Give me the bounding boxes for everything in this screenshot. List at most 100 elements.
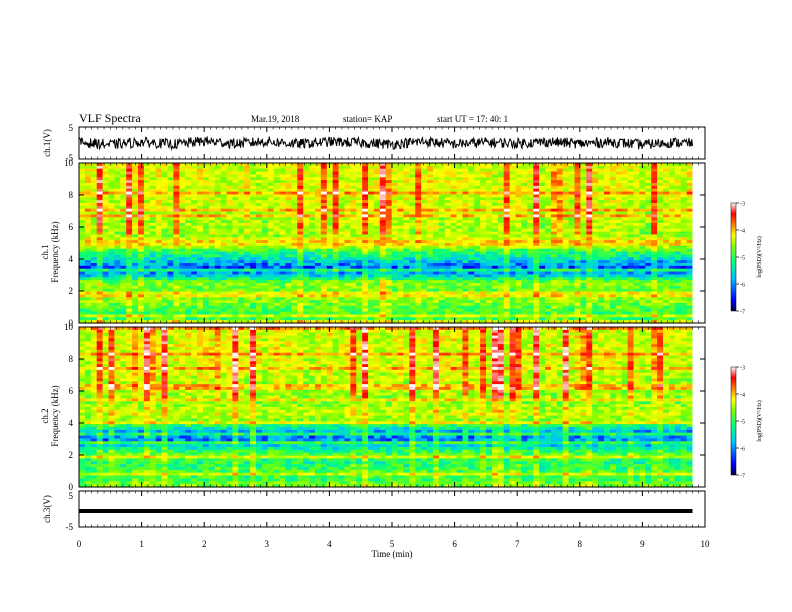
spectrogram-cell [220, 243, 228, 247]
spectrogram-cell [368, 177, 375, 181]
spectrogram-cell [503, 200, 511, 204]
spectrogram-cell [621, 214, 629, 218]
spectrogram-cell [598, 211, 605, 216]
spectrogram-cell [527, 248, 534, 253]
spectrogram-cell [609, 237, 617, 241]
spectrogram-cell [185, 174, 192, 178]
spectrogram-cell [651, 277, 658, 281]
spectrogram-cell [137, 280, 145, 284]
spectrogram-cell [545, 291, 552, 296]
spectrogram-cell [291, 205, 298, 210]
spectrogram-cell [598, 194, 605, 198]
spectrogram-cell [627, 211, 635, 216]
spectrogram-cell [338, 217, 346, 221]
spectrogram-cell [291, 245, 298, 250]
spectrogram-cell [326, 183, 334, 187]
spectrogram-cell [120, 197, 127, 201]
spectrogram-cell [356, 225, 363, 230]
spectrogram-cell [474, 165, 481, 170]
spectrogram-cell [261, 251, 269, 256]
spectrogram-cell [255, 274, 263, 278]
spectrogram-cell [208, 177, 216, 181]
spectrogram-cell [191, 245, 198, 250]
spectrogram-cell [226, 205, 233, 210]
spectrogram-cell [680, 277, 688, 281]
spectrogram-cell [556, 214, 564, 218]
spectrogram-cell [232, 194, 239, 198]
spectrogram-cell [143, 265, 151, 270]
spectrogram-cell [90, 200, 98, 204]
spectrogram-cell [562, 183, 570, 187]
spectrogram-cell [462, 228, 469, 233]
spectrogram-cell [167, 194, 174, 198]
spectrogram-cell [456, 265, 464, 270]
spectrogram-cell [344, 283, 351, 287]
spectrogram-cell [604, 180, 611, 184]
spectrogram-cell [356, 183, 363, 187]
spectrogram-cell [427, 217, 434, 221]
spectrogram-cell [326, 203, 334, 207]
spectrogram-cell [255, 191, 263, 196]
spectrogram-cell [226, 285, 233, 290]
spectrogram-cell [562, 237, 570, 241]
spectrogram-cell [232, 220, 239, 224]
spectrogram-cell [379, 177, 387, 181]
spectrogram-cell [96, 185, 104, 190]
spectrogram-cell [432, 283, 440, 287]
spectrogram-cell [521, 228, 528, 233]
spectrogram-cell [385, 214, 393, 218]
spectrogram-cell [604, 271, 611, 276]
spectrogram-cell [244, 205, 251, 210]
spectrogram-cell [397, 194, 405, 198]
spectrogram-cell [108, 205, 115, 210]
spectrogram-cell [586, 291, 593, 296]
spectrogram-cell [550, 188, 558, 193]
spectrogram-cell [214, 285, 222, 290]
spectrogram-cell [550, 285, 558, 290]
spectrogram-cell [674, 240, 682, 244]
spectrogram-cell [250, 188, 257, 193]
spectrogram-cell [491, 228, 499, 233]
spectrogram-cell [533, 214, 540, 218]
spectrogram-cell [84, 203, 92, 207]
spectrogram-cell [261, 234, 269, 238]
spectrogram-cell [527, 277, 534, 281]
spectrogram-cell [320, 251, 328, 256]
spectrogram-cell [96, 243, 104, 247]
spectrogram-cell [568, 288, 576, 293]
spectrogram-cell [214, 277, 222, 281]
spectrogram-cell [244, 274, 251, 278]
spectrogram-cell [432, 237, 440, 241]
spectrogram-cell [338, 211, 346, 216]
spectrogram-cell [267, 277, 275, 281]
spectrogram-cell [486, 237, 493, 241]
spectrogram-cell [615, 214, 623, 218]
spectrogram-cell [550, 228, 558, 233]
spectrogram-cell [173, 208, 180, 213]
spectrogram-cell [273, 217, 281, 221]
spectrogram-cell [580, 205, 587, 210]
spectrogram-cell [397, 291, 405, 296]
spectrogram-cell [185, 268, 192, 273]
spectrogram-cell [621, 171, 629, 176]
spectrogram-cell [137, 285, 145, 290]
spectrogram-cell [627, 228, 635, 233]
spectrogram-cell [161, 171, 169, 176]
spectrogram-cell [615, 171, 623, 176]
spectrogram-cell [421, 234, 428, 238]
spectrogram-cell [580, 283, 587, 287]
spectrogram-cell [303, 240, 310, 244]
spectrogram-cell [586, 285, 593, 290]
spectrogram-cell [143, 231, 151, 236]
spectrogram-cell [191, 177, 198, 181]
spectrogram-cell [668, 194, 676, 198]
spectrogram-cell [185, 200, 192, 204]
spectrogram-cell [486, 211, 493, 216]
spectrogram-cell [486, 205, 493, 210]
ch1-waveform-panel: 5 -5 ch.1(V) [42, 123, 706, 163]
spectrogram-cell [391, 223, 399, 227]
spectrogram-cell [545, 257, 552, 261]
spectrogram-cell [362, 274, 369, 278]
spectrogram-cell [326, 180, 334, 184]
spectrogram-cell [373, 225, 381, 230]
